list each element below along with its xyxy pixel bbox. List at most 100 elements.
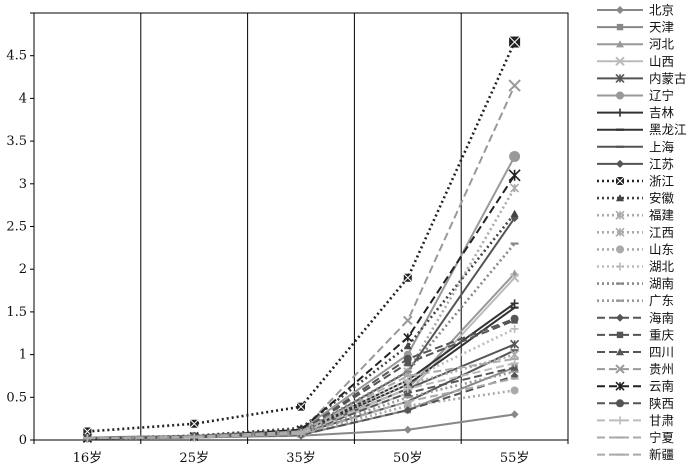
legend-label: 北京 bbox=[649, 3, 674, 18]
legend-item: 江西 bbox=[597, 225, 674, 240]
data-point bbox=[616, 40, 624, 48]
data-point bbox=[616, 91, 624, 100]
legend-item: 辽宁 bbox=[597, 88, 674, 103]
series-line bbox=[87, 362, 515, 440]
x-tick-label: 16岁 bbox=[73, 451, 103, 466]
data-point bbox=[616, 23, 624, 31]
data-point bbox=[616, 245, 624, 254]
data-point bbox=[510, 410, 519, 419]
plot-area bbox=[33, 12, 569, 441]
legend-label: 上海 bbox=[649, 139, 675, 154]
legend-item: 福建 bbox=[597, 208, 675, 223]
y-tick-label: 4 bbox=[19, 91, 27, 106]
data-point bbox=[615, 364, 625, 374]
y-tick-label: 0.5 bbox=[6, 390, 27, 405]
data-point bbox=[189, 419, 199, 429]
data-point-cross bbox=[508, 36, 521, 48]
legend-label: 江苏 bbox=[649, 156, 674, 171]
y-tick-label: 0 bbox=[19, 433, 27, 448]
legend-item: 宁夏 bbox=[597, 430, 675, 445]
data-point bbox=[508, 169, 521, 182]
data-point-cross bbox=[615, 176, 625, 186]
data-point bbox=[403, 401, 412, 410]
legend-item: 安徽 bbox=[597, 191, 675, 206]
legend-item: 云南 bbox=[597, 379, 674, 394]
data-point bbox=[404, 359, 411, 367]
legend-item: 重庆 bbox=[597, 327, 675, 342]
data-point bbox=[510, 183, 520, 193]
legend-item: 甘肃 bbox=[597, 413, 674, 428]
legend-label: 云南 bbox=[649, 379, 674, 394]
legend-label: 新疆 bbox=[649, 447, 674, 462]
legend-label: 四川 bbox=[649, 345, 674, 360]
data-point bbox=[403, 273, 413, 283]
y-axis: 0 0.5 1 1.5 2 2.5 3 3.5 4 4.5 bbox=[6, 12, 34, 448]
legend-item: 吉林 bbox=[597, 105, 675, 120]
legend-label: 江西 bbox=[649, 225, 674, 240]
data-point-cross bbox=[296, 402, 306, 412]
data-point bbox=[616, 399, 624, 408]
legend-item: 内蒙古 bbox=[597, 71, 687, 86]
legend-label: 甘肃 bbox=[649, 413, 674, 428]
legend-item: 江苏 bbox=[597, 156, 674, 171]
data-point bbox=[510, 359, 519, 368]
data-point-cross bbox=[83, 427, 92, 436]
series-line bbox=[87, 374, 515, 440]
data-point bbox=[510, 350, 520, 360]
series-line bbox=[87, 370, 515, 440]
legend-item: 天津 bbox=[597, 20, 674, 35]
y-tick-label: 1 bbox=[19, 348, 27, 363]
data-point bbox=[510, 209, 519, 217]
data-point bbox=[403, 425, 412, 434]
data-point bbox=[615, 56, 625, 67]
data-point bbox=[508, 79, 521, 92]
legend-label: 福建 bbox=[649, 208, 675, 223]
data-point bbox=[403, 342, 412, 350]
series-11 bbox=[83, 36, 521, 436]
series-line bbox=[87, 319, 515, 440]
legend-item: 黑龙江 bbox=[597, 122, 687, 137]
data-point bbox=[510, 314, 519, 323]
legend-label: 河北 bbox=[649, 37, 675, 52]
data-point bbox=[615, 381, 625, 391]
legend-item: 贵州 bbox=[597, 362, 674, 377]
data-point bbox=[510, 386, 519, 395]
data-point bbox=[615, 227, 625, 237]
data-point bbox=[616, 194, 624, 202]
data-point bbox=[403, 332, 413, 343]
x-tick-label: 50岁 bbox=[393, 451, 423, 466]
legend-item: 湖南 bbox=[597, 276, 674, 291]
legend-label: 浙江 bbox=[649, 174, 674, 189]
legend-label: 内蒙古 bbox=[649, 71, 687, 86]
legend-label: 山东 bbox=[649, 242, 674, 257]
data-point bbox=[296, 402, 306, 412]
data-point bbox=[616, 416, 624, 425]
data-point-cross bbox=[403, 273, 413, 283]
legend: 北京天津河北山西内蒙古辽宁吉林黑龙江上海江苏浙江安徽福建江西山东湖北湖南广东海南… bbox=[597, 3, 687, 462]
legend-item: 陕西 bbox=[597, 396, 674, 411]
data-point bbox=[509, 273, 520, 283]
legend-label: 山西 bbox=[649, 54, 674, 69]
data-point bbox=[403, 315, 413, 326]
data-point bbox=[509, 150, 521, 162]
legend-item: 山西 bbox=[597, 54, 674, 69]
legend-label: 安徽 bbox=[649, 191, 675, 206]
data-point bbox=[616, 159, 624, 168]
data-point bbox=[83, 427, 92, 436]
data-point bbox=[508, 36, 521, 48]
legend-item: 河北 bbox=[597, 37, 675, 52]
data-point bbox=[403, 354, 412, 363]
legend-label: 广东 bbox=[649, 293, 674, 308]
data-point bbox=[403, 406, 412, 415]
y-tick-label: 3 bbox=[19, 177, 27, 192]
legend-label: 黑龙江 bbox=[649, 122, 687, 137]
legend-label: 陕西 bbox=[649, 396, 674, 411]
data-point bbox=[616, 108, 624, 117]
legend-item: 上海 bbox=[597, 139, 675, 154]
legend-label: 湖北 bbox=[649, 259, 675, 274]
data-point bbox=[510, 299, 519, 308]
legend-label: 辽宁 bbox=[649, 88, 674, 103]
y-tick-label: 1.5 bbox=[6, 305, 27, 320]
legend-item: 海南 bbox=[597, 310, 674, 325]
legend-label: 天津 bbox=[649, 20, 674, 35]
